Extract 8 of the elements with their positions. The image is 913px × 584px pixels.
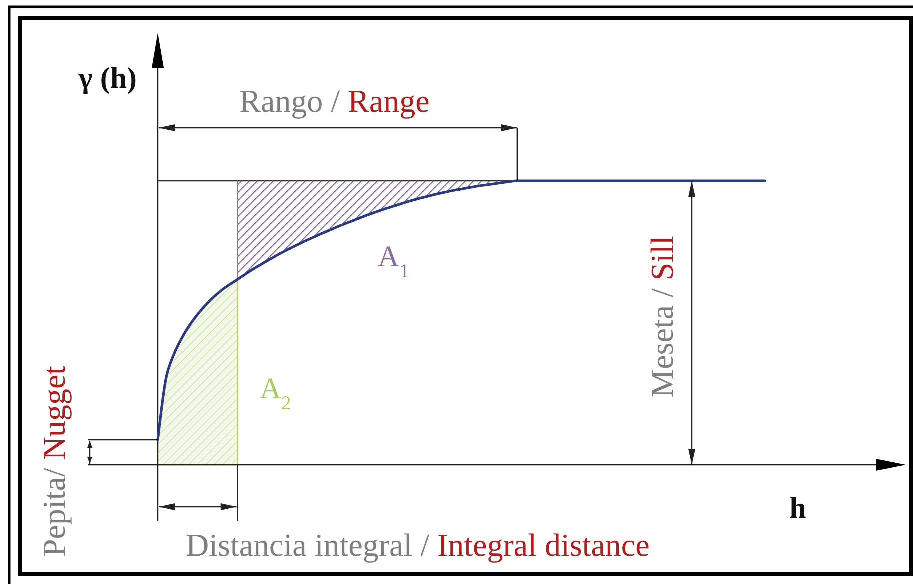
x-axis-title: h: [790, 492, 807, 525]
y-axis-title: γ (h): [78, 62, 137, 95]
text: Distancia integral / Integral distance: [186, 527, 650, 563]
annotation: A$_{1}$: [378, 240, 410, 282]
text: Rango / Range: [240, 83, 430, 119]
text: Pepita/ Nugget: [36, 366, 72, 557]
series-label: A$_{2}$: [260, 372, 292, 414]
annotation: Meseta / Sill: [644, 236, 680, 398]
